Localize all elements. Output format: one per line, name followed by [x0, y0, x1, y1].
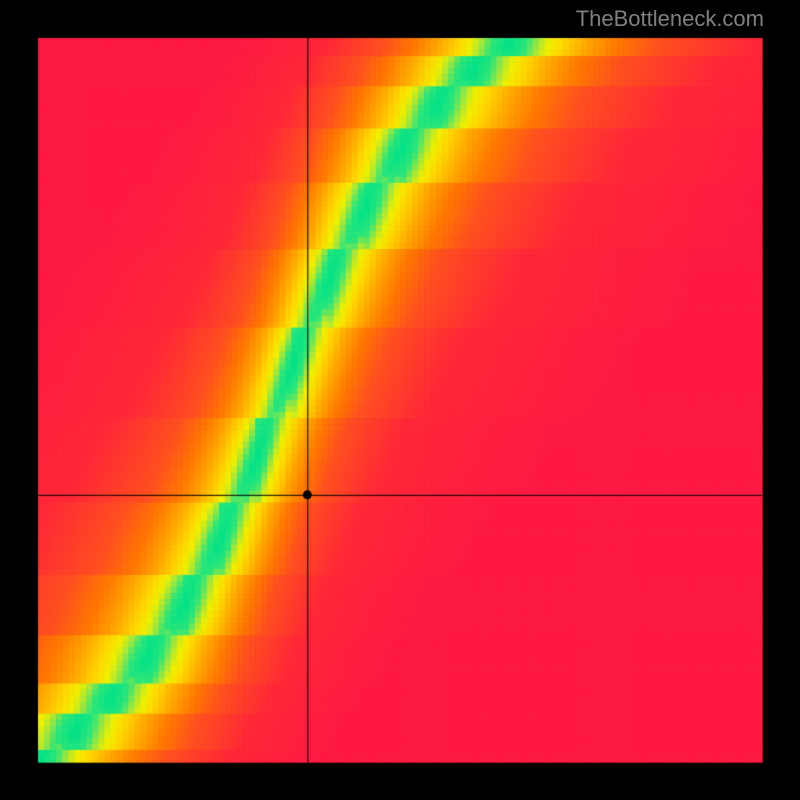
heatmap-canvas	[0, 0, 800, 800]
watermark-text: TheBottleneck.com	[576, 6, 764, 32]
chart-root: TheBottleneck.com	[0, 0, 800, 800]
